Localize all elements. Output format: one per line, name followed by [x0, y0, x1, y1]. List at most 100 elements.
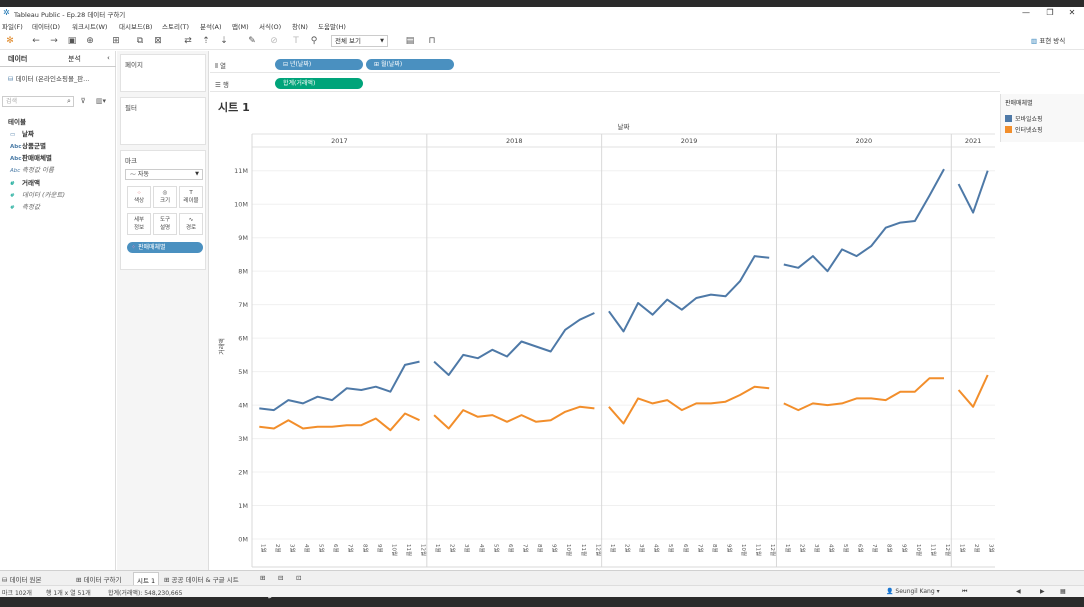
redo-icon[interactable]: → [50, 36, 58, 46]
detail-button[interactable]: 세부 정보 [127, 213, 151, 235]
size-button[interactable]: ◎ 크기 [153, 186, 177, 208]
sort-ascending-icon[interactable]: ⇡ [202, 36, 210, 46]
path-button[interactable]: ∿ 경로 [179, 213, 203, 235]
columns-shelf[interactable]: ⦀ 열 ⊟ 년(날짜) ⊞ 월(날짜) [210, 55, 1000, 73]
x-tick-label: 2월 [798, 544, 806, 553]
shelves-area: ⦀ 열 ⊟ 년(날짜) ⊞ 월(날짜) ☰ 행 합계(거래액) [210, 51, 1000, 93]
datasource-icon: ⛁ [8, 75, 16, 83]
label-button[interactable]: T 레이블 [179, 186, 203, 208]
pages-card[interactable]: 페이지 [120, 54, 206, 92]
grid-view-icon[interactable]: ▦ [1060, 588, 1066, 595]
new-story-tab-icon[interactable]: ⊡ [296, 574, 302, 582]
year-header-label: 2021 [965, 137, 982, 145]
worksheet-view: 시트 1 날짜 0M 1M 2M 3M 4M 5M 6M 7M 8M 9M 10M 11M 거래액 2017… [210, 94, 1000, 571]
color-field-pill[interactable]: ⁘ 판매매체별 [127, 242, 203, 253]
column-pill-year[interactable]: ⊟ 년(날짜) [275, 59, 363, 70]
new-worksheet-tab-icon[interactable]: ⊞ [260, 574, 266, 582]
field-item[interactable]: # 데이터 (카운트) [10, 189, 65, 199]
undo-icon[interactable]: ← [32, 36, 40, 46]
field-item[interactable]: # 거래액 [10, 177, 40, 187]
toolbar: ✻ ← → ▣ ⊕ ⊞ ⧉ ⊠ ⇄ ⇡ ⇣ ✎ ⊘ T ⚲ 전체 보기 ▼ ▤ … [0, 32, 1084, 50]
tab-sheet-data[interactable]: ⊞ 데이터 구하기 [76, 574, 121, 584]
search-input[interactable]: 검색 [2, 96, 74, 107]
menu-dashboard[interactable]: 대시보드(B) [119, 23, 153, 31]
row-pill-sum-sales[interactable]: 합계(거래액) [275, 78, 363, 89]
collapse-pane-icon[interactable]: ‹ [107, 54, 110, 62]
x-tick-label: 6월 [682, 544, 690, 553]
x-tick-label: 4월 [478, 544, 486, 553]
user-menu[interactable]: 👤 Seungil Kang ▾ [886, 588, 940, 595]
menu-file[interactable]: 파일(F) [2, 23, 23, 31]
x-tick-label: 9월 [725, 544, 733, 553]
menu-map[interactable]: 맵(M) [232, 23, 249, 31]
menu-analysis[interactable]: 분석(A) [200, 23, 222, 31]
menu-help[interactable]: 도움말(H) [318, 23, 346, 31]
field-item[interactable]: Abc상품군별 [10, 140, 46, 150]
clear-sheet-icon[interactable]: ⊠ [154, 36, 162, 46]
data-pane: 데이터 분석 ‹ ⛁ 데이터 (온라인쇼핑몰_판... 검색 ⌕ ⊽ ▥▾ 테이… [0, 51, 116, 577]
datasource-item[interactable]: ⛁ 데이터 (온라인쇼핑몰_판... [8, 73, 89, 83]
menu-data[interactable]: 데이터(D) [32, 23, 61, 31]
new-dashboard-tab-icon[interactable]: ⊟ [278, 574, 284, 582]
presentation-mode-icon[interactable]: ⊓ [428, 36, 436, 46]
prev-page-icon[interactable]: ◀ [1016, 588, 1021, 595]
legend-item-mobile[interactable]: 모바일쇼핑 [1005, 114, 1043, 123]
color-icon: ⁘ [136, 190, 142, 196]
x-tick-label: 5월 [842, 544, 850, 553]
view-options-icon[interactable]: ▥▾ [95, 97, 107, 105]
color-button[interactable]: ⁘ 색상 [127, 186, 151, 208]
line-chart[interactable]: 날짜 0M 1M 2M 3M 4M 5M 6M 7M 8M 9M 10M 11M 거래액 2017 1월 2월 3… [210, 114, 1000, 571]
field-item[interactable]: ▭ 날짜 [10, 128, 34, 138]
duplicate-sheet-icon[interactable]: ⧉ [136, 36, 144, 46]
field-item[interactable]: Abc 측정값 이름 [10, 164, 54, 174]
close-icon[interactable]: ✕ [1068, 8, 1076, 17]
filters-card[interactable]: 필터 [120, 97, 206, 145]
tooltip-button[interactable]: 도구 설명 [153, 213, 177, 235]
legend-item-internet[interactable]: 인터넷쇼핑 [1005, 125, 1043, 134]
filter-icon[interactable]: ⊽ [80, 97, 86, 105]
sort-descending-icon[interactable]: ⇣ [220, 36, 228, 46]
year-header-label: 2018 [506, 137, 523, 145]
column-pill-month[interactable]: ⊞ 월(날짜) [366, 59, 454, 70]
field-item[interactable]: # 측정값 [10, 201, 40, 211]
show-labels-icon[interactable]: T [293, 36, 299, 46]
tab-data[interactable]: 데이터 [8, 55, 28, 63]
x-tick-label: 11월 [755, 544, 763, 556]
menu-format[interactable]: 서식(O) [259, 23, 282, 31]
title-bar: ✲ Tableau Public - Ep.28 데이터 구하기 — ❐ ✕ [0, 7, 1084, 19]
tab-analysis[interactable]: 분석 [68, 55, 81, 63]
user-icon: 👤 [886, 588, 896, 595]
tab-datasource[interactable]: ⛁ 데이터 원본 [2, 574, 41, 584]
next-page-icon[interactable]: ▶ [1040, 588, 1045, 595]
field-item[interactable]: Abc판매매체별 [10, 152, 52, 162]
y-tick-label: 6M [238, 335, 248, 343]
fix-axes-icon[interactable]: ⚲ [310, 36, 318, 46]
color-pill-icon: ⁘ [131, 244, 138, 251]
y-axis-label: 거래액 [218, 338, 226, 355]
new-worksheet-icon[interactable]: ⊞ [112, 36, 120, 46]
menu-window[interactable]: 창(N) [292, 23, 308, 31]
search-icon[interactable]: ⌕ [67, 97, 71, 105]
menu-worksheet[interactable]: 워크시트(W) [72, 23, 108, 31]
show-me-button[interactable]: ▥ 표현 방식 [1031, 35, 1065, 45]
new-datasource-icon[interactable]: ⊕ [86, 36, 94, 46]
tab-sheet-1[interactable]: 시트 1 [133, 572, 160, 587]
legend-title: 판매매체별 [1005, 100, 1033, 107]
first-page-icon[interactable]: ⏮ [962, 588, 968, 595]
tableau-home-icon[interactable]: ✻ [6, 36, 14, 46]
sheet-icon: ⊞ [76, 576, 84, 584]
fit-view-dropdown[interactable]: 전체 보기 ▼ [331, 35, 388, 47]
show-cards-icon[interactable]: ▤ [405, 36, 415, 46]
window-title: Tableau Public - Ep.28 데이터 구하기 [14, 11, 126, 19]
minimize-icon[interactable]: — [1022, 8, 1030, 17]
rows-shelf[interactable]: ☰ 행 합계(거래액) [210, 74, 1000, 92]
group-icon[interactable]: ⊘ [270, 36, 278, 46]
swap-rows-columns-icon[interactable]: ⇄ [184, 36, 192, 46]
legend-item-label: 인터넷쇼핑 [1015, 127, 1043, 134]
mark-type-dropdown[interactable]: ⁓ 자동 ▼ [125, 169, 203, 180]
tab-public-data[interactable]: ⊞ 공공 데이터 & 구글 시트 [164, 574, 239, 584]
highlight-icon[interactable]: ✎ [248, 36, 256, 46]
save-icon[interactable]: ▣ [67, 36, 77, 46]
restore-icon[interactable]: ❐ [1046, 8, 1054, 17]
menu-story[interactable]: 스토리(T) [162, 23, 189, 31]
